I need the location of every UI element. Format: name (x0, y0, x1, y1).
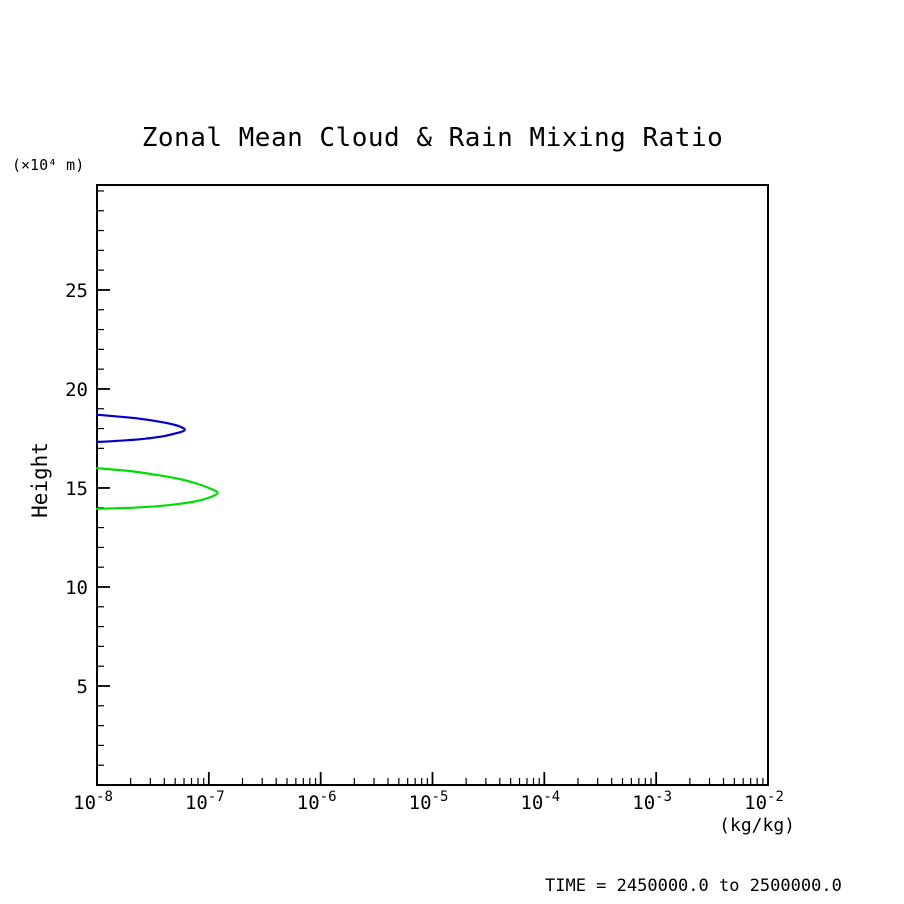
x-tick-label: 10-6 (297, 789, 337, 814)
x-tick-label: 10-2 (744, 789, 784, 814)
y-tick-label: 25 (65, 280, 88, 302)
x-axis-units-label: (kg/kg) (719, 815, 795, 836)
x-tick-label: 10-4 (520, 789, 560, 814)
x-tick-label: 10-5 (409, 789, 449, 814)
plot-frame (96, 184, 769, 786)
x-tick-label: 10-7 (185, 789, 225, 814)
green-contour-line (95, 467, 219, 510)
x-tick-label: 10-3 (632, 789, 672, 814)
y-axis-title: Height (28, 442, 52, 518)
time-annotation: TIME = 2450000.0 to 2500000.0 (545, 876, 842, 896)
blue-contour-line (95, 413, 186, 444)
y-tick-label: 20 (65, 379, 88, 401)
y-axis-units-label: (×10⁴ m) (12, 156, 85, 174)
y-tick-label: 15 (65, 478, 88, 500)
y-tick-label: 10 (65, 577, 88, 599)
chart-title: Zonal Mean Cloud & Rain Mixing Ratio (141, 123, 724, 153)
x-tick-label: 10-8 (73, 789, 113, 814)
y-tick-label: 5 (77, 676, 88, 698)
